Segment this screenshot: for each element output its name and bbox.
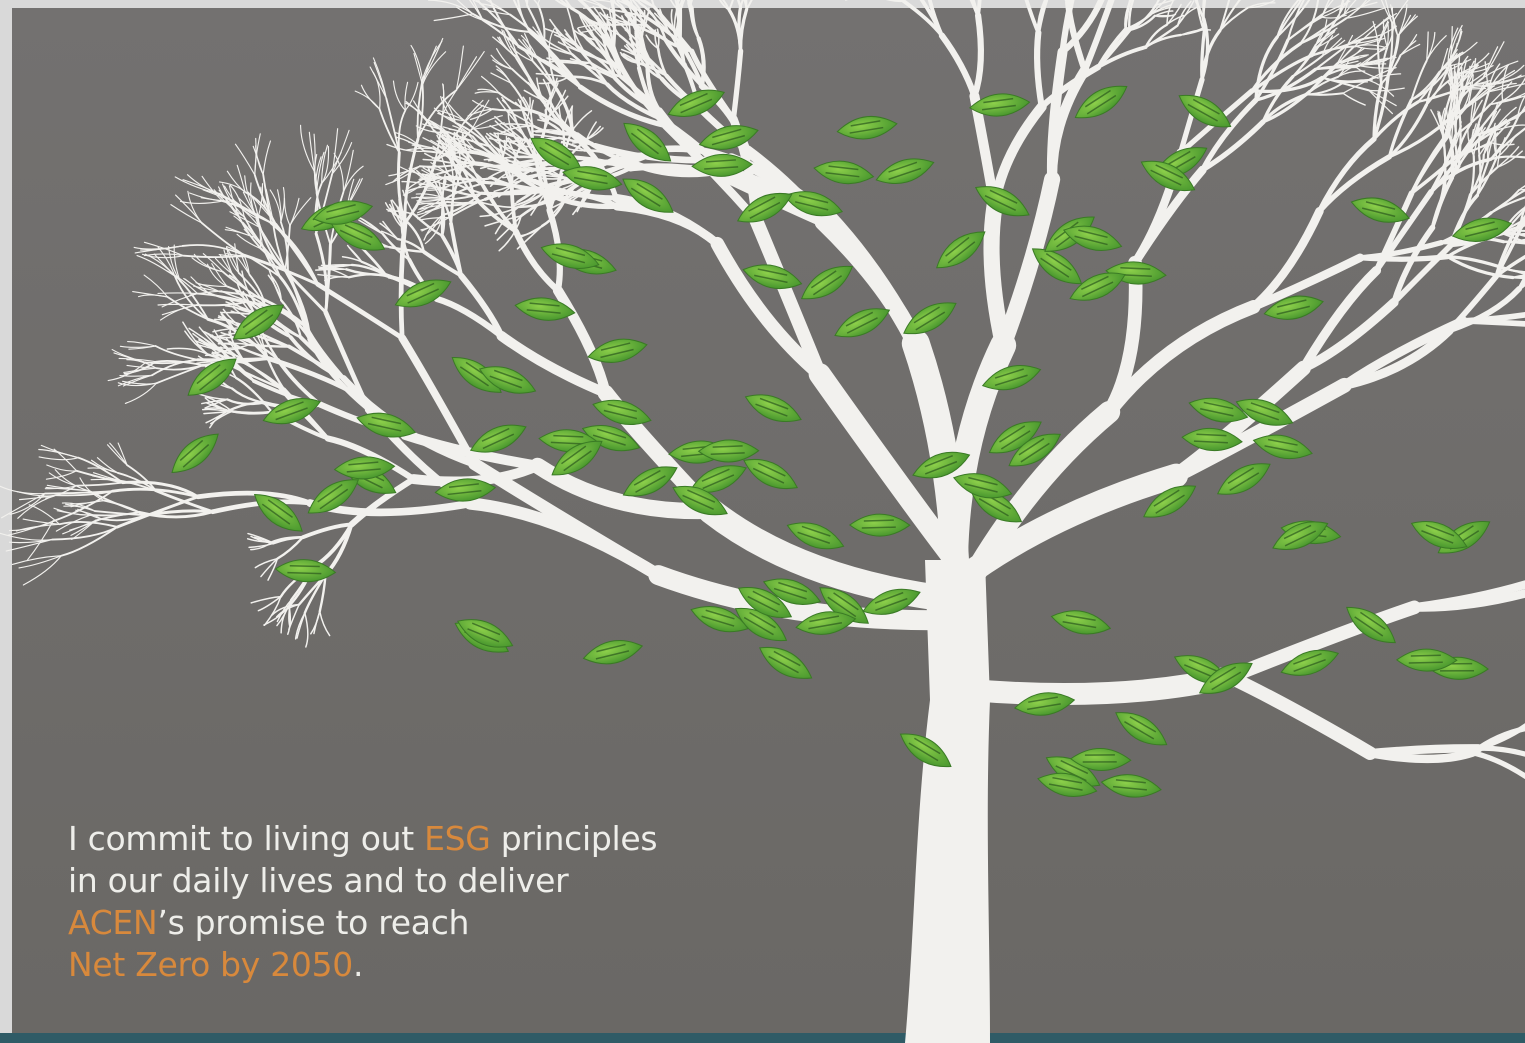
branch xyxy=(158,293,197,294)
text: in our daily lives and to deliver xyxy=(68,861,568,900)
pledge-line: I commit to living out ESG principles xyxy=(68,818,657,860)
branch xyxy=(606,25,646,26)
text: . xyxy=(353,945,363,984)
branch xyxy=(541,178,564,179)
pledge-line: ACEN’s promise to reach xyxy=(68,902,657,944)
accent-text: ESG xyxy=(424,819,490,858)
page: I commit to living out ESG principlesin … xyxy=(0,0,1525,1043)
floor-strip xyxy=(0,1033,1525,1043)
text: I commit to living out xyxy=(68,819,424,858)
pledge-text: I commit to living out ESG principlesin … xyxy=(68,818,657,986)
pledge-line: Net Zero by 2050. xyxy=(68,944,657,986)
accent-text: Net Zero by 2050 xyxy=(68,945,353,984)
text: principles xyxy=(491,819,658,858)
accent-text: ACEN xyxy=(68,903,157,942)
text: ’s promise to reach xyxy=(157,903,469,942)
pledge-line: in our daily lives and to deliver xyxy=(68,860,657,902)
